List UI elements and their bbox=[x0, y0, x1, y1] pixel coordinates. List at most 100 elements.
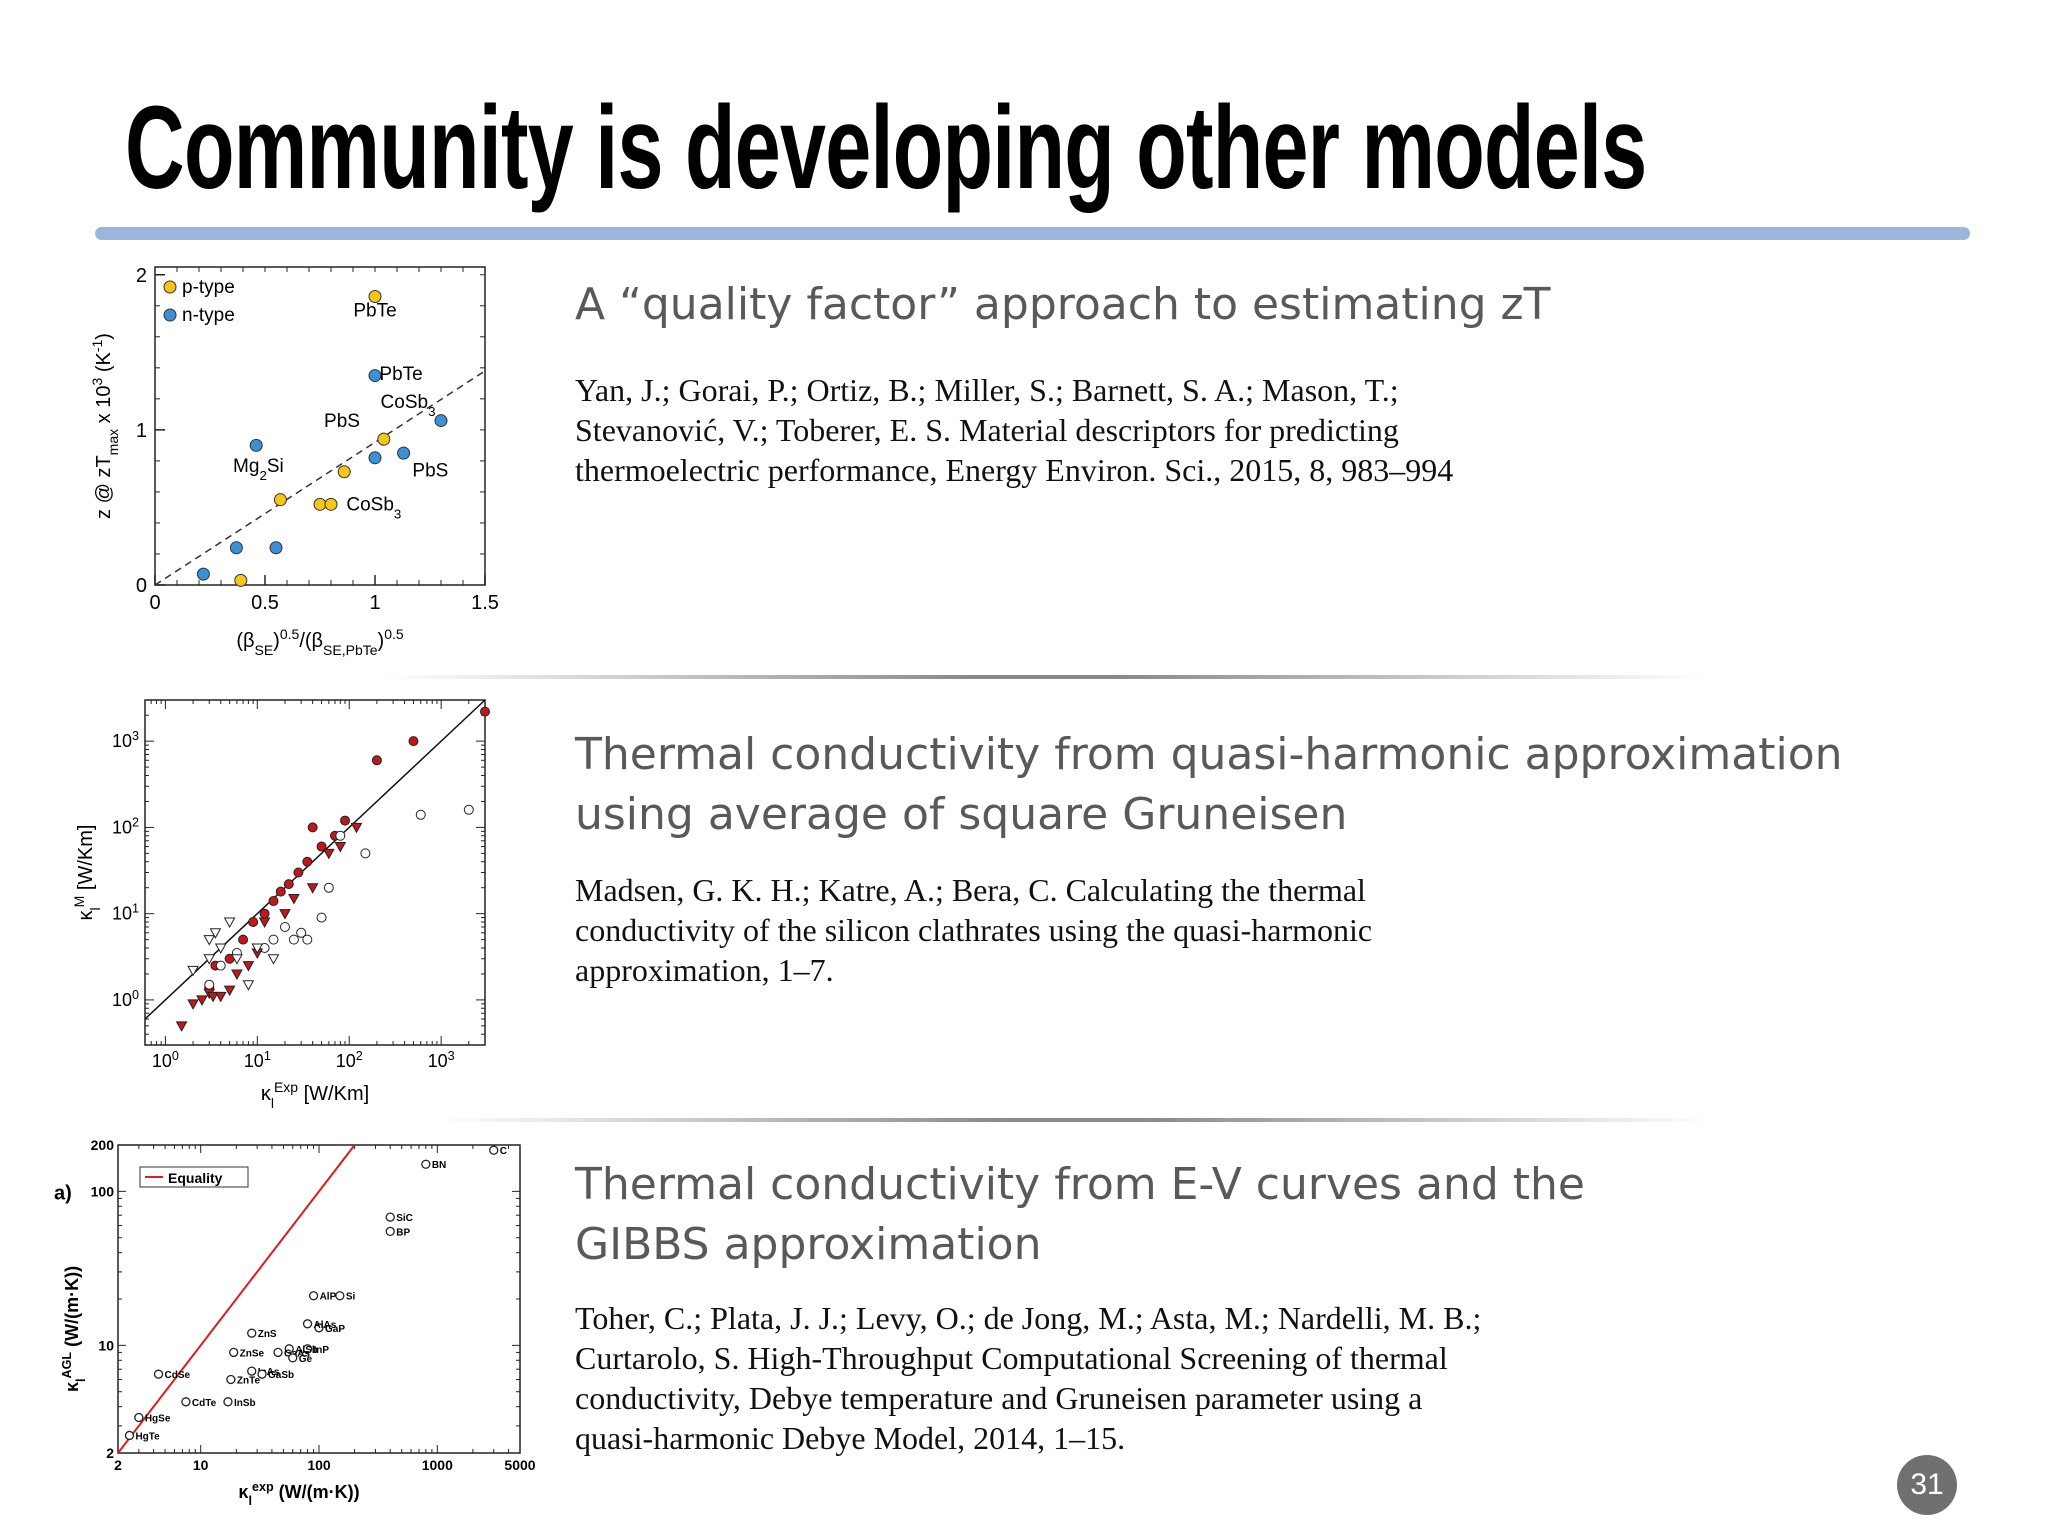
point-label: AlAs bbox=[314, 1320, 337, 1331]
data-point bbox=[268, 934, 279, 945]
legend-marker bbox=[163, 308, 177, 322]
point-label: Si bbox=[346, 1292, 356, 1303]
data-point bbox=[203, 935, 216, 946]
data-point bbox=[223, 1397, 233, 1407]
data-point bbox=[307, 822, 318, 833]
section-divider bbox=[440, 1118, 1710, 1122]
data-point bbox=[229, 541, 243, 555]
data-point bbox=[223, 985, 236, 997]
legend-box bbox=[139, 1166, 249, 1188]
citation-line: Stevanović, V.; Toberer, E. S. Material … bbox=[575, 412, 1399, 448]
data-point bbox=[316, 912, 327, 923]
title-underline bbox=[95, 227, 1970, 240]
data-point bbox=[335, 1291, 345, 1301]
y-tick-label: 101 bbox=[112, 902, 139, 924]
point-label: BN bbox=[432, 1160, 446, 1171]
x-tick-label: 100 bbox=[152, 1049, 179, 1071]
data-point bbox=[226, 1374, 236, 1385]
slide-title: Community is developing other models bbox=[125, 82, 1647, 214]
data-point bbox=[316, 841, 327, 852]
point-label: ZnTe bbox=[237, 1376, 261, 1387]
data-point bbox=[385, 1226, 395, 1236]
citation-line: Toher, C.; Plata, J. J.; Levy, O.; de Jo… bbox=[575, 1300, 1482, 1336]
data-point bbox=[279, 909, 291, 920]
data-point bbox=[302, 856, 313, 867]
data-point bbox=[207, 991, 219, 1003]
data-point bbox=[323, 882, 334, 893]
data-point bbox=[334, 842, 347, 853]
page-number: 31 bbox=[1897, 1455, 1957, 1515]
point-label: ZnS bbox=[258, 1329, 277, 1340]
data-point bbox=[258, 917, 271, 929]
data-point bbox=[247, 1328, 257, 1338]
data-point bbox=[434, 414, 448, 428]
data-point bbox=[249, 438, 263, 452]
data-point bbox=[489, 1145, 499, 1155]
point-label: InP bbox=[314, 1345, 330, 1356]
data-point bbox=[306, 883, 319, 894]
heading-line: Thermal conductivity from E-V curves and… bbox=[575, 1159, 1585, 1210]
legend-label: n-type bbox=[182, 305, 235, 326]
data-point bbox=[214, 991, 227, 1003]
data-point bbox=[153, 1369, 164, 1379]
y-axis-title: κlM [W/Km] bbox=[71, 825, 103, 921]
data-point bbox=[360, 848, 371, 859]
section-3-heading: Thermal conductivity from E-V curves and… bbox=[575, 1155, 1585, 1275]
data-point bbox=[415, 809, 426, 820]
quality-factor-chart: 0 0.5 1 1.5 0 1 2 p-type n-type PbTe PbTe CoSb3 PbS P… bbox=[89, 265, 499, 658]
point-label: HgTe bbox=[135, 1431, 160, 1442]
y-tick-label: 0 bbox=[136, 575, 147, 597]
data-point bbox=[368, 289, 382, 303]
data-point bbox=[288, 1353, 298, 1363]
heading-line: GIBBS approximation bbox=[575, 1219, 1042, 1270]
data-point bbox=[368, 369, 382, 383]
equality-line bbox=[144, 699, 486, 1020]
data-point bbox=[187, 965, 199, 977]
data-point bbox=[288, 934, 299, 945]
data-point bbox=[283, 879, 294, 890]
data-point bbox=[368, 451, 382, 465]
point-label: GaP bbox=[325, 1324, 345, 1335]
section-2-heading: Thermal conductivity from quasi-harmonic… bbox=[575, 725, 1843, 845]
heading-line: using average of square Gruneisen bbox=[575, 789, 1348, 840]
y-tick-label: 100 bbox=[112, 988, 139, 1010]
point-label: BP bbox=[396, 1227, 410, 1238]
data-point bbox=[196, 567, 210, 581]
x-tick-label: 102 bbox=[336, 1049, 363, 1071]
data-point bbox=[257, 1369, 267, 1379]
data-point bbox=[302, 1344, 313, 1354]
x-tick-label: 5000 bbox=[504, 1457, 535, 1473]
section-divider bbox=[385, 675, 1705, 679]
citation-line: conductivity, Debye temperature and Grun… bbox=[575, 1380, 1423, 1416]
x-axis-title: κlExp [W/Km] bbox=[261, 1079, 369, 1111]
data-point bbox=[284, 1344, 294, 1354]
gibbs-chart: 2 10 100 1000 5000 2 10 100 200 Equality a) C BN SiC B… bbox=[54, 1137, 536, 1508]
data-point bbox=[308, 1291, 319, 1301]
citation-line: Yan, J.; Gorai, P.; Ortiz, B.; Miller, S… bbox=[575, 372, 1399, 408]
y-tick-label: 2 bbox=[136, 265, 147, 287]
point-label: Ge bbox=[299, 1354, 313, 1365]
data-point bbox=[234, 573, 248, 587]
data-point bbox=[340, 815, 351, 826]
y-tick-label: 100 bbox=[91, 1183, 115, 1199]
point-label: GaAs bbox=[284, 1348, 311, 1359]
citation-line: quasi-harmonic Debye Model, 2014, 1–15. bbox=[575, 1420, 1126, 1456]
panel-label: a) bbox=[54, 1182, 72, 1204]
section-2-citation: Madsen, G. K. H.; Katre, A.; Bera, C. Ca… bbox=[575, 870, 1372, 990]
data-point bbox=[385, 1212, 395, 1222]
x-tick-label: 0.5 bbox=[251, 592, 279, 614]
trend-line bbox=[154, 370, 486, 586]
point-label: AlSb bbox=[295, 1345, 318, 1356]
x-tick-label: 2 bbox=[114, 1457, 122, 1473]
data-point bbox=[247, 1366, 257, 1376]
section-3-citation: Toher, C.; Plata, J. J.; Levy, O.; de Jo… bbox=[575, 1298, 1481, 1458]
x-tick-label: 1 bbox=[369, 592, 380, 614]
data-point bbox=[204, 979, 215, 990]
data-point bbox=[231, 969, 243, 980]
point-annotation: CoSb3 bbox=[346, 495, 401, 522]
data-point bbox=[267, 954, 280, 965]
point-annotation: PbS bbox=[412, 460, 448, 481]
y-tick-label: 102 bbox=[112, 815, 139, 837]
data-point bbox=[268, 896, 279, 907]
y-tick-label: 10 bbox=[98, 1337, 114, 1353]
